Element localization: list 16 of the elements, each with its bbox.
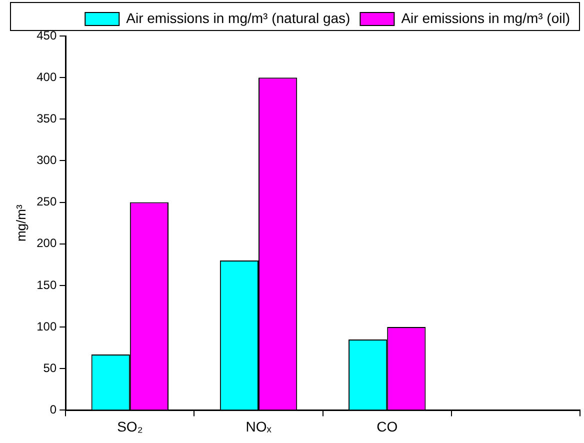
legend-label: Air emissions in mg/m³ (natural gas) bbox=[126, 10, 350, 26]
y-tick-label: 400 bbox=[36, 70, 57, 84]
y-tick-label: 350 bbox=[36, 111, 57, 126]
y-tick-label: 100 bbox=[36, 319, 57, 334]
x-tick-label: SO₂ bbox=[117, 418, 143, 434]
y-tick-label: 150 bbox=[36, 278, 57, 292]
y-tick-label: 450 bbox=[36, 28, 57, 42]
y-tick-label: 300 bbox=[36, 153, 57, 168]
y-tick-label: 200 bbox=[36, 236, 57, 250]
y-tick-label: 50 bbox=[43, 360, 57, 375]
x-tick-label: NOₓ bbox=[246, 418, 272, 434]
x-tick-label: CO bbox=[376, 418, 398, 434]
y-tick-label: 250 bbox=[36, 194, 57, 209]
y-tick-label: 0 bbox=[50, 402, 57, 417]
legend-label: Air emissions in mg/m³ (oil) bbox=[401, 10, 570, 26]
y-axis-title: mg/m³ bbox=[13, 204, 28, 242]
